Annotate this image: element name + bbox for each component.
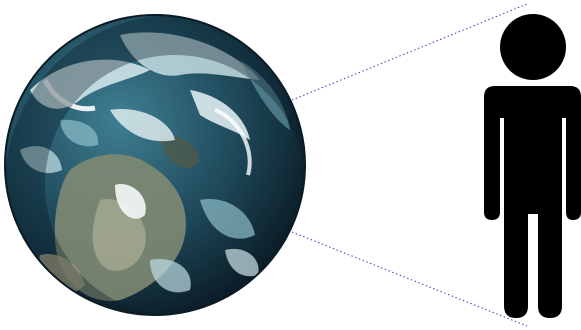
person-body — [484, 86, 581, 318]
sight-line-bottom — [291, 231, 528, 327]
person-silhouette-icon — [484, 14, 581, 318]
sight-line-top — [291, 3, 528, 101]
earth-globe-icon — [4, 14, 306, 316]
person-head — [500, 14, 566, 80]
